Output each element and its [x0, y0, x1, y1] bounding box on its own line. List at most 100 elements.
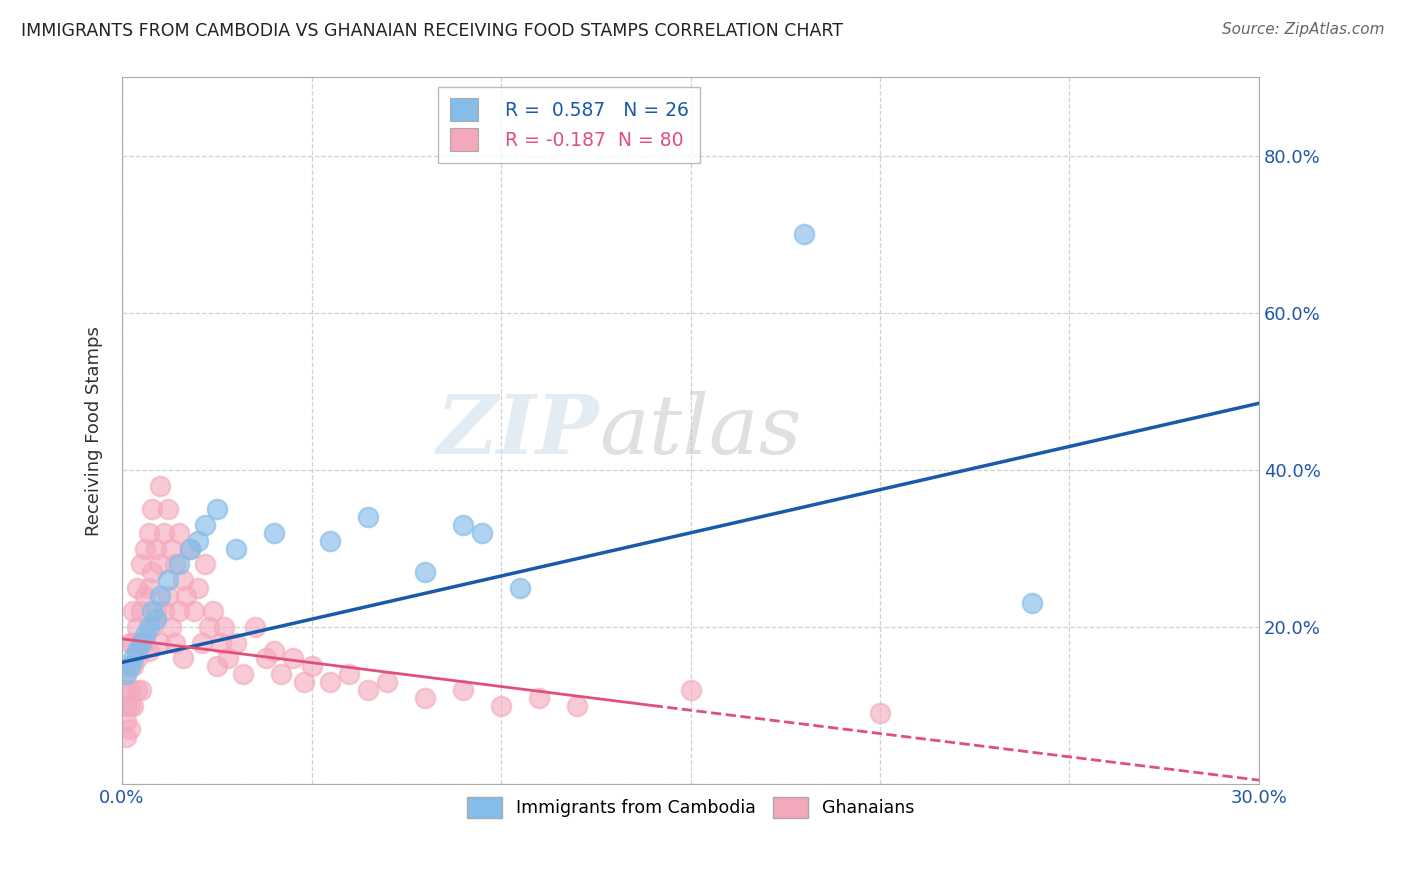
Point	[156, 502, 179, 516]
Point	[118, 636, 141, 650]
Point	[339, 667, 361, 681]
Point	[129, 558, 152, 572]
Point	[118, 659, 141, 673]
Point	[167, 604, 190, 618]
Point	[118, 682, 141, 697]
Point	[156, 589, 179, 603]
Point	[149, 479, 172, 493]
Point	[270, 667, 292, 681]
Point	[527, 690, 550, 705]
Point	[679, 682, 702, 697]
Point	[129, 636, 152, 650]
Point	[225, 541, 247, 556]
Point	[134, 628, 156, 642]
Point	[179, 541, 201, 556]
Point	[115, 714, 138, 729]
Point	[869, 706, 891, 721]
Point	[194, 558, 217, 572]
Point	[187, 533, 209, 548]
Point	[129, 636, 152, 650]
Point	[167, 558, 190, 572]
Point	[152, 604, 174, 618]
Point	[301, 659, 323, 673]
Point	[243, 620, 266, 634]
Point	[201, 604, 224, 618]
Text: atlas: atlas	[599, 391, 801, 471]
Point	[375, 675, 398, 690]
Point	[138, 620, 160, 634]
Point	[214, 620, 236, 634]
Point	[127, 682, 149, 697]
Point	[205, 502, 228, 516]
Point	[127, 620, 149, 634]
Point	[281, 651, 304, 665]
Point	[134, 636, 156, 650]
Text: Source: ZipAtlas.com: Source: ZipAtlas.com	[1222, 22, 1385, 37]
Text: ZIP: ZIP	[437, 391, 599, 471]
Point	[451, 518, 474, 533]
Point	[160, 620, 183, 634]
Point	[115, 667, 138, 681]
Point	[145, 541, 167, 556]
Point	[115, 682, 138, 697]
Point	[145, 612, 167, 626]
Point	[263, 643, 285, 657]
Point	[141, 502, 163, 516]
Point	[156, 573, 179, 587]
Point	[205, 659, 228, 673]
Point	[129, 604, 152, 618]
Point	[183, 604, 205, 618]
Point	[793, 227, 815, 242]
Point	[165, 636, 187, 650]
Point	[149, 558, 172, 572]
Point	[190, 636, 212, 650]
Point	[263, 525, 285, 540]
Point	[145, 604, 167, 618]
Point	[141, 565, 163, 579]
Point	[319, 533, 342, 548]
Point	[138, 581, 160, 595]
Point	[141, 604, 163, 618]
Point	[122, 604, 145, 618]
Point	[149, 589, 172, 603]
Point	[115, 730, 138, 744]
Point	[115, 667, 138, 681]
Point	[160, 541, 183, 556]
Point	[118, 659, 141, 673]
Text: IMMIGRANTS FROM CAMBODIA VS GHANAIAN RECEIVING FOOD STAMPS CORRELATION CHART: IMMIGRANTS FROM CAMBODIA VS GHANAIAN REC…	[21, 22, 844, 40]
Point	[413, 565, 436, 579]
Point	[292, 675, 315, 690]
Point	[152, 525, 174, 540]
Point	[122, 636, 145, 650]
Point	[127, 643, 149, 657]
Point	[118, 698, 141, 713]
Point	[172, 573, 194, 587]
Point	[134, 541, 156, 556]
Point	[127, 651, 149, 665]
Point	[138, 643, 160, 657]
Point	[127, 581, 149, 595]
Point	[118, 722, 141, 736]
Point	[129, 682, 152, 697]
Point	[319, 675, 342, 690]
Point	[209, 636, 232, 650]
Point	[172, 651, 194, 665]
Point	[149, 636, 172, 650]
Point	[122, 698, 145, 713]
Point	[217, 651, 239, 665]
Point	[167, 525, 190, 540]
Point	[225, 636, 247, 650]
Point	[122, 659, 145, 673]
Legend: Immigrants from Cambodia, Ghanaians: Immigrants from Cambodia, Ghanaians	[460, 789, 921, 825]
Point	[141, 620, 163, 634]
Point	[165, 558, 187, 572]
Point	[1021, 597, 1043, 611]
Point	[565, 698, 588, 713]
Point	[357, 682, 380, 697]
Point	[134, 589, 156, 603]
Point	[254, 651, 277, 665]
Point	[413, 690, 436, 705]
Point	[232, 667, 254, 681]
Point	[489, 698, 512, 713]
Point	[138, 525, 160, 540]
